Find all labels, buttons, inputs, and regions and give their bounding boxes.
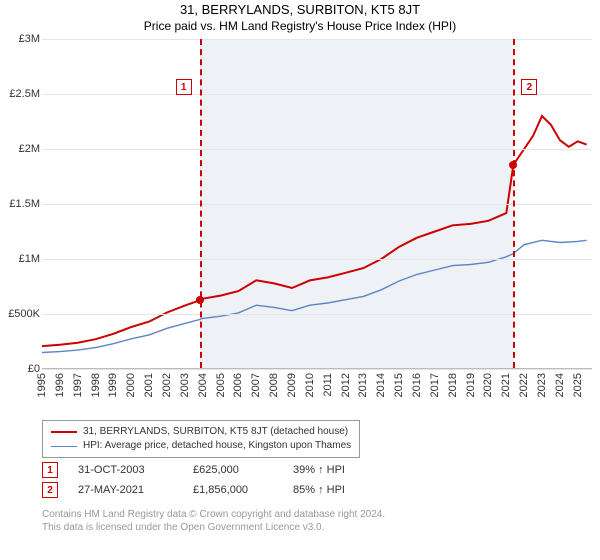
x-axis-ticks: 1995199619971998199920002001200220032004… (42, 373, 592, 413)
transaction-pct: 39% ↑ HPI (293, 464, 363, 476)
transaction-pct: 85% ↑ HPI (293, 484, 363, 496)
x-tick-label: 2014 (375, 373, 387, 397)
x-tick-label: 2006 (232, 373, 244, 397)
y-tick-label: £3M (2, 33, 40, 45)
legend-row-hpi: HPI: Average price, detached house, King… (51, 439, 351, 453)
x-tick-label: 2015 (393, 373, 405, 397)
x-tick-label: 2007 (250, 373, 262, 397)
x-tick-label: 2001 (143, 373, 155, 397)
legend: 31, BERRYLANDS, SURBITON, KT5 8JT (detac… (42, 420, 360, 458)
x-tick-label: 2017 (429, 373, 441, 397)
legend-swatch-hpi (51, 446, 77, 447)
transaction-row: 2 27-MAY-2021 £1,856,000 85% ↑ HPI (42, 482, 363, 498)
series-line (42, 116, 587, 346)
x-tick-label: 2018 (447, 373, 459, 397)
x-tick-label: 2010 (304, 373, 316, 397)
x-tick-label: 2021 (500, 373, 512, 397)
x-tick-label: 2012 (340, 373, 352, 397)
transaction-marker (196, 296, 204, 304)
y-tick-label: £500K (2, 308, 40, 320)
x-tick-label: 2023 (536, 373, 548, 397)
x-tick-label: 2003 (179, 373, 191, 397)
x-tick-label: 2002 (161, 373, 173, 397)
legend-label-hpi: HPI: Average price, detached house, King… (83, 439, 351, 453)
y-tick-label: £2.5M (2, 88, 40, 100)
x-tick-label: 2024 (554, 373, 566, 397)
legend-swatch-property (51, 431, 77, 433)
x-tick-label: 1997 (72, 373, 84, 397)
y-tick-label: £1M (2, 253, 40, 265)
transaction-price: £1,856,000 (193, 484, 273, 496)
transaction-vline-badge: 2 (521, 79, 537, 95)
legend-label-property: 31, BERRYLANDS, SURBITON, KT5 8JT (detac… (83, 425, 348, 439)
footer: Contains HM Land Registry data © Crown c… (42, 508, 385, 534)
legend-row-property: 31, BERRYLANDS, SURBITON, KT5 8JT (detac… (51, 425, 351, 439)
x-tick-label: 2009 (286, 373, 298, 397)
chart-region: 12 1995199619971998199920002001200220032… (0, 33, 600, 413)
x-tick-label: 1999 (107, 373, 119, 397)
transaction-price: £625,000 (193, 464, 273, 476)
transaction-marker (509, 161, 517, 169)
transaction-row: 1 31-OCT-2003 £625,000 39% ↑ HPI (42, 462, 363, 478)
y-tick-label: £1.5M (2, 198, 40, 210)
transaction-vline (513, 39, 515, 368)
x-tick-label: 2013 (357, 373, 369, 397)
y-tick-label: £0 (2, 363, 40, 375)
x-tick-label: 2019 (465, 373, 477, 397)
x-tick-label: 2022 (518, 373, 530, 397)
x-tick-label: 2016 (411, 373, 423, 397)
transaction-badge: 2 (42, 482, 58, 498)
x-tick-label: 1998 (90, 373, 102, 397)
series-line (42, 240, 587, 352)
x-tick-label: 1995 (36, 373, 48, 397)
title-address: 31, BERRYLANDS, SURBITON, KT5 8JT (0, 2, 600, 17)
x-tick-label: 2020 (482, 373, 494, 397)
titles: 31, BERRYLANDS, SURBITON, KT5 8JT Price … (0, 0, 600, 33)
chart-container: 31, BERRYLANDS, SURBITON, KT5 8JT Price … (0, 0, 600, 560)
transaction-vline (200, 39, 202, 368)
transaction-rows: 1 31-OCT-2003 £625,000 39% ↑ HPI 2 27-MA… (42, 462, 363, 502)
transaction-date: 27-MAY-2021 (78, 484, 173, 496)
x-tick-label: 2000 (125, 373, 137, 397)
transaction-badge: 1 (42, 462, 58, 478)
transaction-vline-badge: 1 (176, 79, 192, 95)
footer-line-1: Contains HM Land Registry data © Crown c… (42, 508, 385, 521)
transaction-date: 31-OCT-2003 (78, 464, 173, 476)
footer-line-2: This data is licensed under the Open Gov… (42, 521, 385, 534)
x-tick-label: 2025 (572, 373, 584, 397)
x-tick-label: 2005 (215, 373, 227, 397)
plot-area: 12 (42, 39, 592, 369)
x-tick-label: 2004 (197, 373, 209, 397)
title-subtitle: Price paid vs. HM Land Registry's House … (0, 19, 600, 33)
x-tick-label: 1996 (54, 373, 66, 397)
x-tick-label: 2011 (322, 373, 334, 397)
x-tick-label: 2008 (268, 373, 280, 397)
y-tick-label: £2M (2, 143, 40, 155)
